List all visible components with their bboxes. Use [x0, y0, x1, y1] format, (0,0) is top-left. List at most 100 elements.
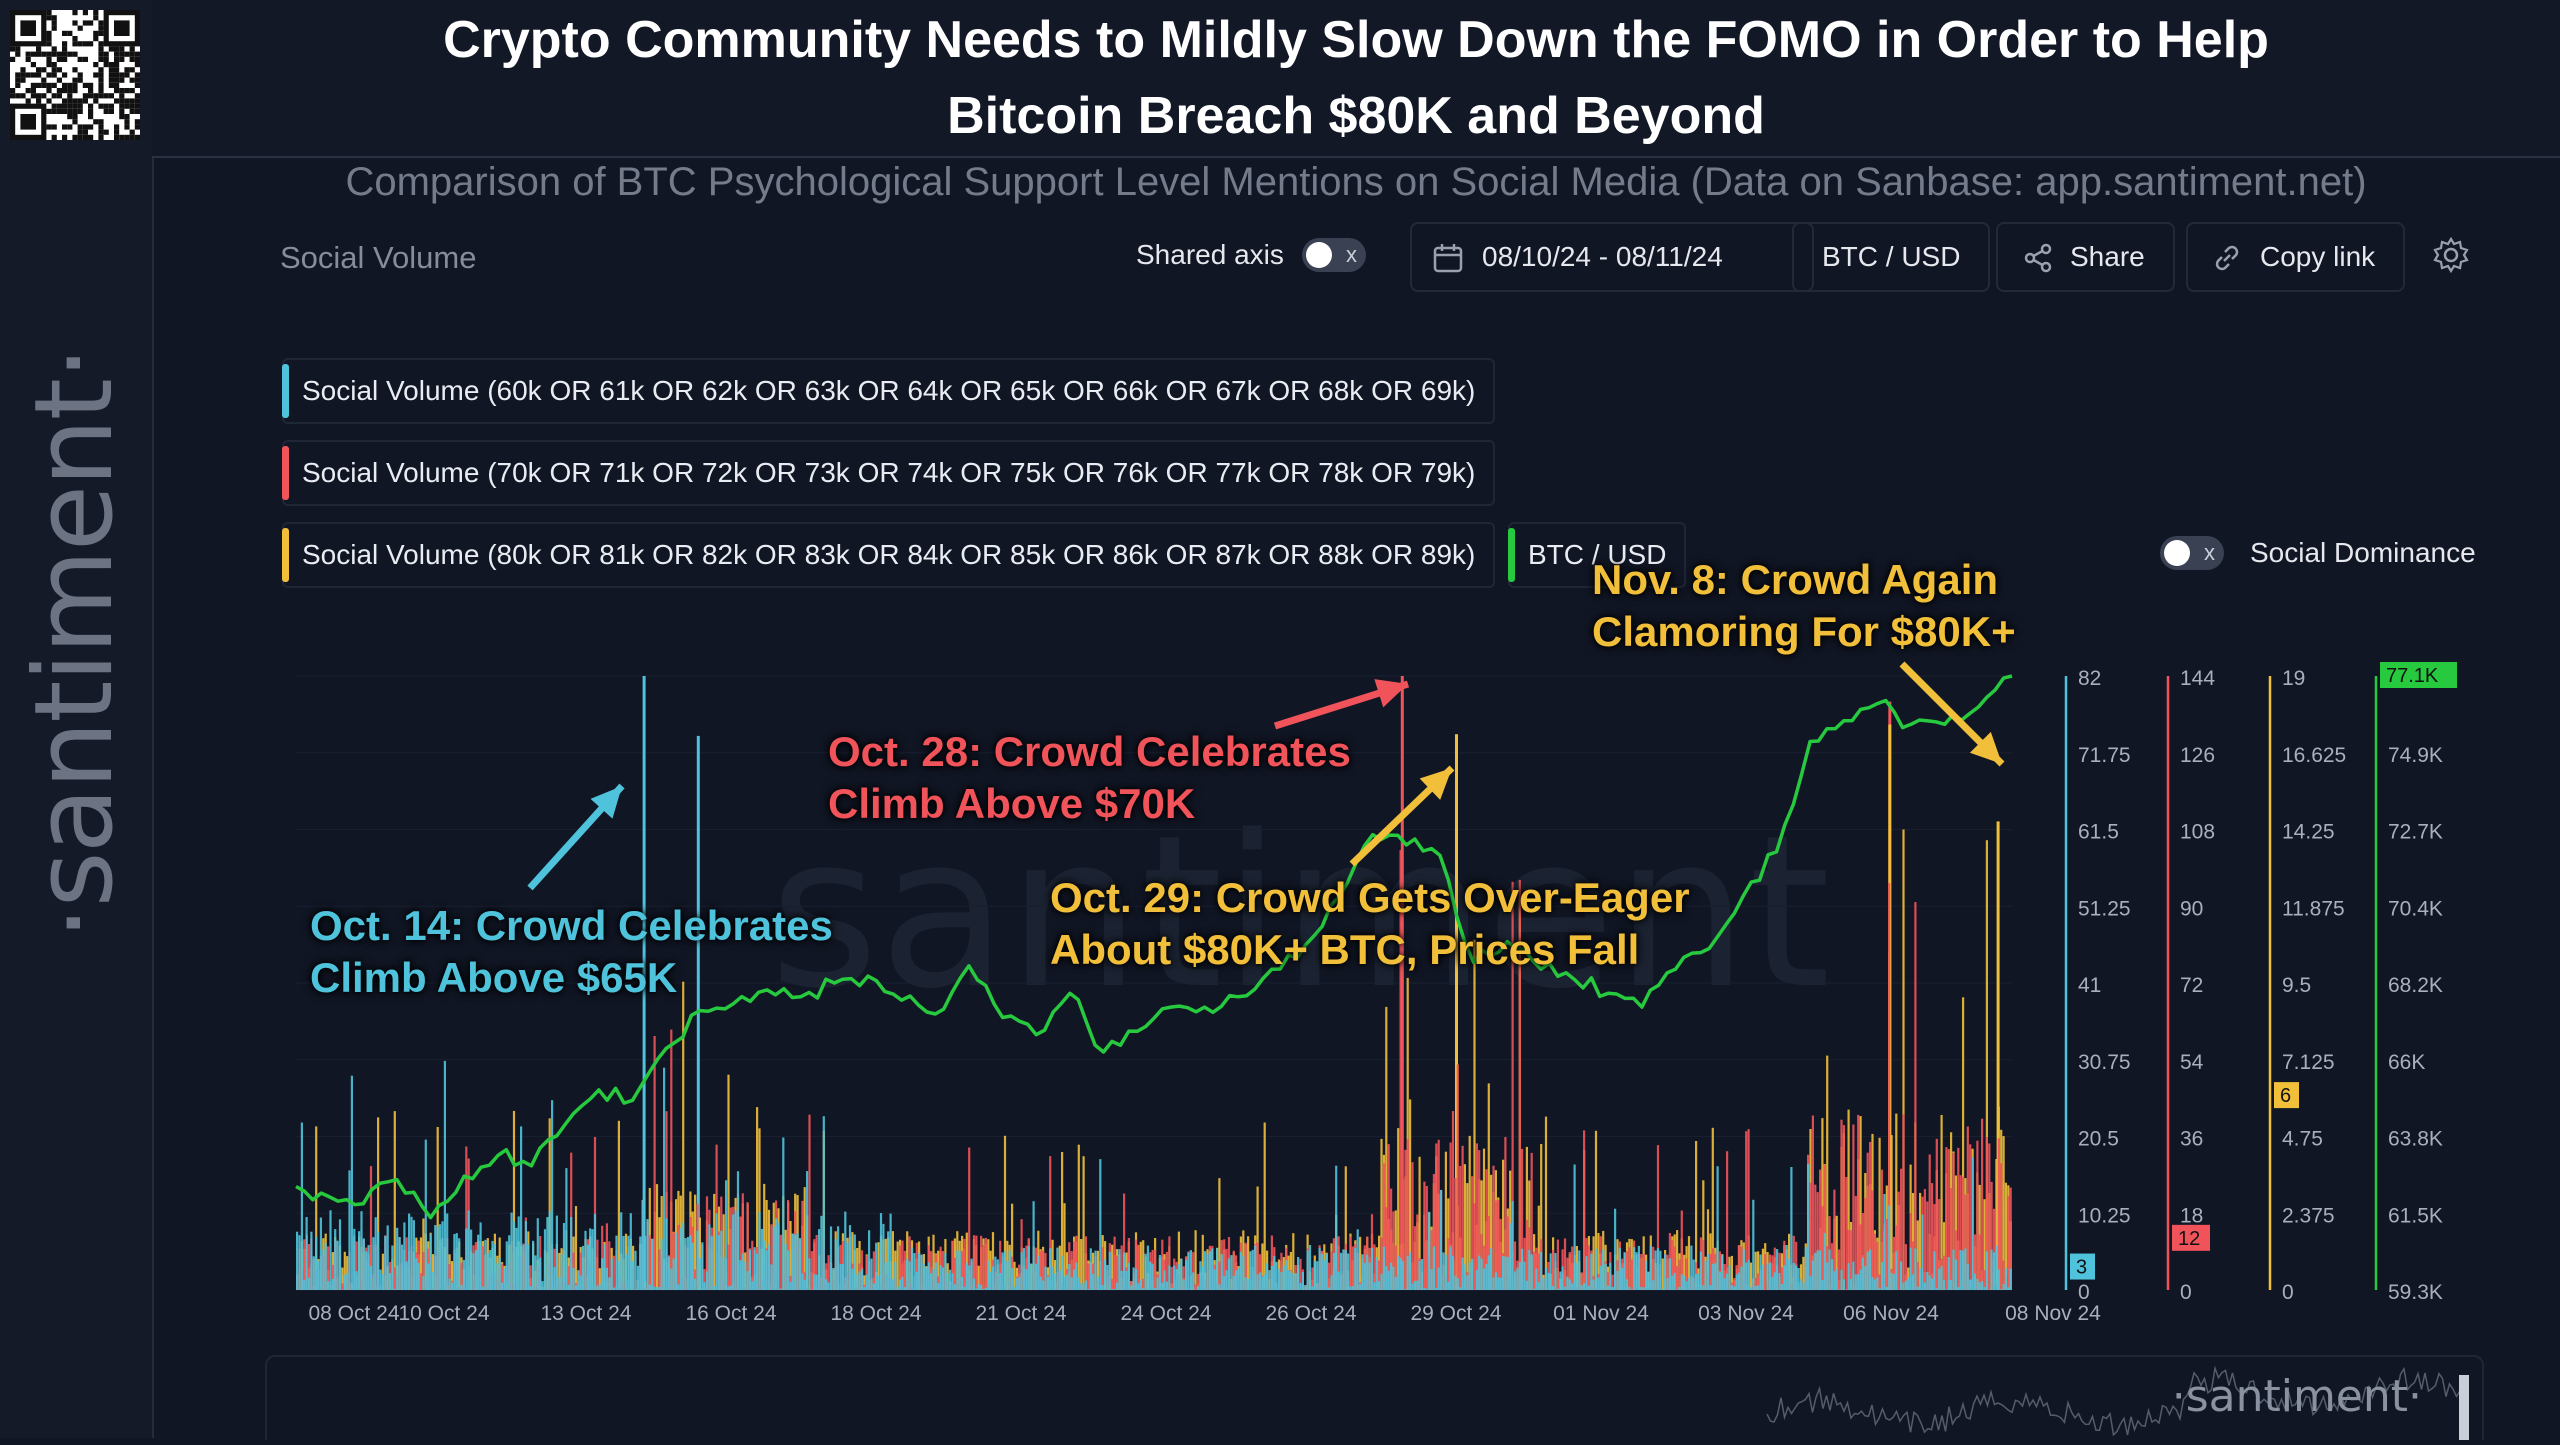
volume-bar [2007, 1196, 2009, 1290]
volume-bar [1342, 1249, 1344, 1290]
volume-bar [320, 1218, 322, 1291]
volume-bar [1159, 1255, 1161, 1290]
volume-bar [692, 1243, 694, 1290]
volume-bar [1733, 1287, 1735, 1291]
volume-bar [303, 1280, 305, 1290]
volume-bar [1585, 1256, 1587, 1290]
volume-bar [1204, 1251, 1206, 1290]
volume-bar [1933, 1251, 1935, 1290]
volume-bar [1237, 1268, 1239, 1290]
y-axis-tick-label: 20.5 [2078, 1128, 2119, 1151]
volume-bar [580, 1276, 582, 1290]
y-axis-tick-label: 7.125 [2282, 1051, 2335, 1074]
volume-bar [694, 1279, 696, 1290]
volume-bar [558, 1277, 560, 1290]
volume-bar [928, 1262, 930, 1290]
volume-bar [360, 1211, 362, 1290]
volume-bar [1109, 1252, 1111, 1290]
volume-bar [1993, 1252, 1995, 1290]
volume-bar [894, 1262, 896, 1290]
volume-bar [544, 1229, 546, 1290]
volume-bar [799, 1238, 801, 1290]
volume-bar [961, 1277, 963, 1290]
volume-bar [1164, 1271, 1166, 1291]
volume-bar [1562, 1266, 1564, 1290]
volume-bar [1957, 1148, 1959, 1290]
volume-bar [298, 1235, 300, 1290]
volume-bar [1759, 1255, 1761, 1291]
volume-bar [384, 1236, 386, 1290]
volume-bar [394, 1289, 396, 1290]
volume-bar [356, 1271, 358, 1290]
volume-bar [1371, 1248, 1373, 1290]
volume-bar [1631, 1259, 1633, 1290]
volume-bar [804, 1280, 806, 1290]
volume-bar [565, 1168, 567, 1290]
x-axis-tick-label: 26 Oct 24 [1265, 1302, 1356, 1325]
volume-bar [1945, 1147, 1947, 1290]
volume-bar [1411, 1284, 1413, 1290]
x-axis-tick-label: 24 Oct 24 [1120, 1302, 1211, 1325]
volume-bar [596, 1286, 598, 1290]
volume-bar [1028, 1246, 1030, 1290]
volume-bar [1252, 1250, 1254, 1290]
volume-bar [313, 1256, 315, 1290]
volume-bar [1829, 1250, 1831, 1291]
volume-bar [1662, 1289, 1664, 1290]
volume-bar [656, 1184, 658, 1290]
volume-bar [1569, 1279, 1571, 1290]
volume-bar [1073, 1269, 1075, 1290]
volume-bar [1595, 1249, 1597, 1290]
volume-bar [830, 1226, 832, 1290]
volume-bar [1886, 1287, 1888, 1290]
volume-bar [1628, 1247, 1630, 1290]
volume-bar [332, 1279, 334, 1290]
volume-bar [818, 1229, 820, 1290]
volume-bar [1440, 1190, 1442, 1290]
volume-bar [1280, 1272, 1282, 1290]
volume-bar [1588, 1246, 1590, 1291]
volume-bar [906, 1259, 908, 1290]
volume-bar [575, 1206, 577, 1290]
volume-bar [1707, 1254, 1709, 1290]
volume-bar [785, 1244, 787, 1290]
volume-bar [1490, 1248, 1492, 1290]
volume-bar [1473, 1203, 1475, 1290]
y-axis-current-label: 77.1K [2386, 665, 2439, 687]
volume-bar [468, 1211, 470, 1291]
volume-bar [1268, 1270, 1270, 1290]
volume-bar [1962, 1251, 1964, 1290]
volume-bar [401, 1245, 403, 1290]
volume-bar [1025, 1269, 1027, 1290]
volume-bar [739, 1260, 741, 1290]
volume-bar [1552, 1286, 1554, 1290]
volume-bar [1426, 1289, 1428, 1290]
volume-bar [396, 1228, 398, 1290]
volume-bar [1559, 1272, 1561, 1291]
volume-bar [1419, 1261, 1421, 1290]
x-axis-tick-label: 06 Nov 24 [1843, 1302, 1939, 1325]
volume-bar [1681, 1274, 1683, 1290]
volume-bar [1576, 1263, 1578, 1290]
volume-bar [646, 1219, 648, 1290]
volume-bar [1914, 1249, 1916, 1290]
volume-bar [1154, 1250, 1156, 1290]
volume-bar [1931, 1279, 1933, 1291]
volume-bar [1843, 1279, 1845, 1290]
volume-bar [1948, 1257, 1950, 1290]
volume-bar [534, 1255, 536, 1290]
volume-bar [1566, 1277, 1568, 1290]
volume-bar [1288, 1270, 1290, 1290]
navigator-minimap[interactable]: ·santiment· [265, 1355, 2484, 1440]
volume-bar [832, 1268, 834, 1290]
volume-bar [966, 1263, 968, 1291]
volume-bar [1447, 1282, 1449, 1290]
volume-bar [1083, 1156, 1085, 1290]
volume-bar [1969, 1280, 1971, 1291]
volume-bar [1616, 1271, 1618, 1290]
volume-bar [642, 1200, 644, 1290]
volume-bar [511, 1213, 513, 1290]
y-axis-tick-label: 63.8K [2388, 1128, 2443, 1151]
volume-bar [1879, 1138, 1881, 1290]
volume-bar [1528, 1250, 1530, 1290]
